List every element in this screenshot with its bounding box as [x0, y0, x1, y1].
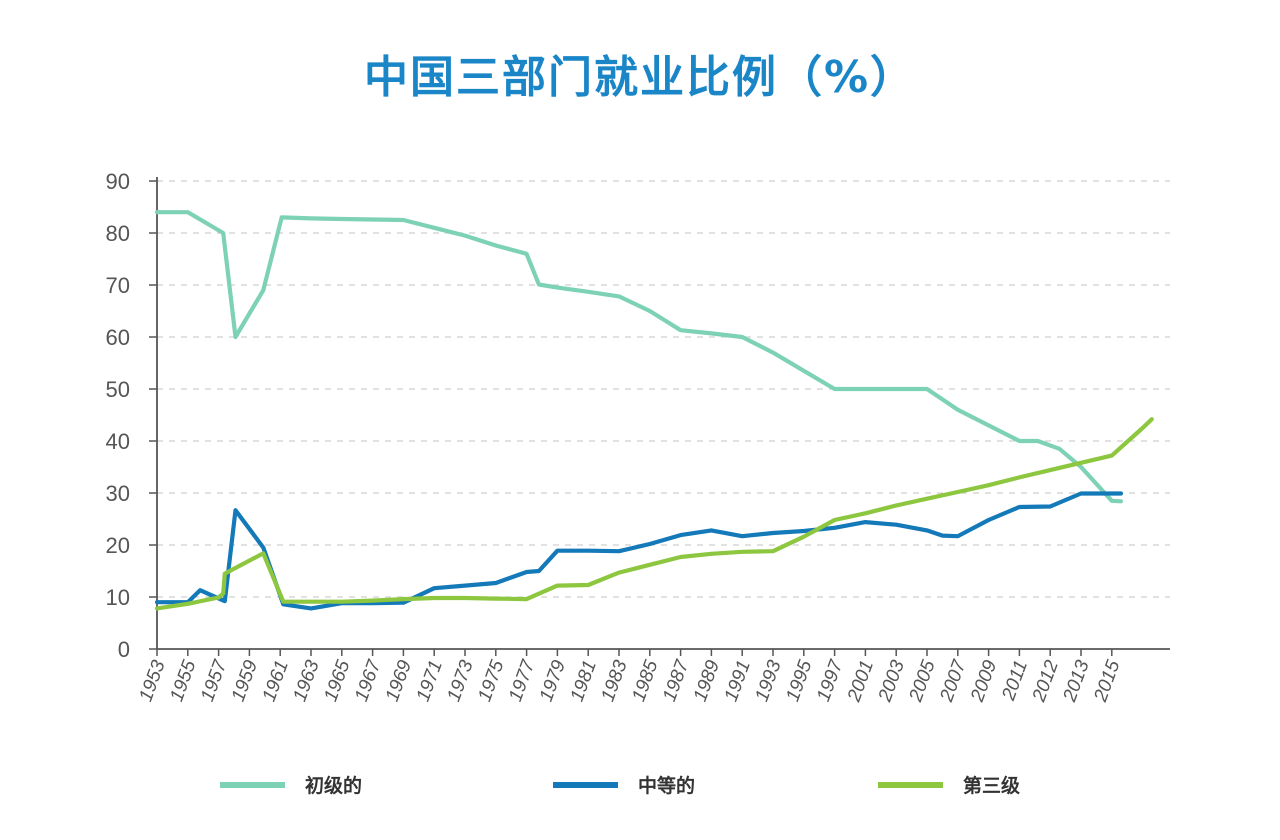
x-tick-label: 1967: [351, 656, 386, 704]
x-tick-label: 2011: [998, 658, 1032, 705]
x-tick-label: 1973: [444, 657, 478, 704]
x-tick-label: 2001: [844, 658, 879, 706]
x-tick-label: 1963: [290, 657, 324, 704]
y-tick-label: 80: [106, 221, 130, 246]
legend-label: 初级的: [305, 774, 362, 797]
x-tick-label: 1977: [505, 656, 540, 704]
x-tick-labels: 1953195519571959196119631965196719691971…: [136, 656, 1125, 705]
x-tick-label: 1955: [166, 657, 200, 704]
x-tick-label: 1975: [474, 657, 508, 704]
x-tick-label: 2012: [1028, 657, 1063, 705]
y-tick-label: 20: [106, 533, 130, 558]
x-tick-label: 2005: [905, 657, 940, 705]
x-tick-label: 1983: [598, 657, 632, 704]
x-tick-label: 1991: [721, 658, 755, 705]
y-tick-label: 90: [106, 169, 130, 194]
x-tick-label: 1957: [197, 656, 232, 704]
chart-title: 中国三部门就业比例（%）: [363, 52, 917, 103]
x-tick-label: 1979: [536, 657, 570, 704]
x-tick-label: 1989: [690, 657, 724, 704]
y-tick-labels: 0 10 20 30 40 50 60 70 80 90: [106, 169, 130, 662]
y-tick-label: 0: [118, 637, 130, 662]
x-tick-label: 2007: [936, 656, 971, 705]
x-tick-label: 1971: [413, 658, 447, 705]
x-tick-label: 1965: [320, 657, 354, 704]
x-tick-label: 1985: [628, 657, 662, 704]
x-tick-label: 1987: [659, 656, 694, 704]
series-line-3: [154, 417, 1154, 611]
x-tick-label: 1981: [567, 658, 601, 705]
y-tick-label: 10: [106, 585, 130, 610]
x-tick-label: 2015: [1090, 657, 1125, 705]
x-tick-label: 1959: [228, 657, 262, 704]
x-tick-label: 1969: [382, 657, 416, 704]
legend-label: 中等的: [638, 774, 695, 797]
x-tick-label: 1993: [752, 657, 786, 704]
x-tick-label: 2013: [1059, 657, 1094, 705]
grid-lines: [157, 180, 1170, 598]
y-tick-label: 60: [106, 325, 130, 350]
series-line-2: [154, 491, 1124, 611]
legend-label: 第三级: [963, 774, 1020, 797]
x-tick-label: 2009: [967, 657, 1002, 705]
x-tick-label: 2003: [874, 657, 909, 705]
x-tick-label: 1997: [813, 656, 848, 704]
x-tick-label: 1961: [259, 658, 293, 705]
y-tick-label: 40: [106, 429, 130, 454]
y-tick-label: 50: [106, 377, 130, 402]
series-line-1: [154, 210, 1124, 504]
x-tick-label: 1995: [782, 657, 816, 704]
axes: [149, 177, 1170, 656]
x-tick-label: 1953: [136, 657, 170, 704]
legend: 初级的 中等的 第三级: [220, 774, 1020, 797]
y-tick-label: 30: [106, 481, 130, 506]
y-tick-label: 70: [106, 273, 130, 298]
series-lines: [154, 210, 1154, 611]
